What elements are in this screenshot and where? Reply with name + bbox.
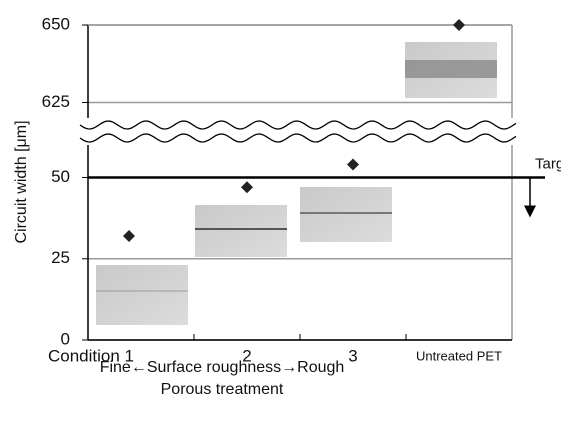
x-tick-label: Condition 1 [48,346,134,365]
axis-break [79,120,517,130]
y-tick-label: 625 [42,92,70,111]
data-point [123,230,135,242]
photo [195,205,287,257]
data-point [453,19,465,31]
axis-break-mask [78,121,518,143]
x-axis-label: Porous treatment [161,381,284,398]
photos [96,42,497,325]
x-tick-label: Untreated PET [416,348,502,363]
y-tick-label: 25 [51,248,70,267]
target-label: Target [535,155,561,172]
y-axis-label: Circuit width [μm] [13,120,30,243]
photo-line [405,60,497,78]
data-point [241,181,253,194]
y-tick-label: 650 [42,14,70,33]
x-tick-label: 2 [242,346,251,365]
y-tick-label: 50 [51,167,70,186]
photo [300,187,392,242]
x-axis-label: Fine←Surface roughness→Rough [100,359,345,376]
photo [96,265,188,325]
target-arrowhead [524,205,536,218]
axis-break [79,133,517,143]
x-tick-label: 3 [348,346,357,365]
y-tick-label: 0 [61,329,70,348]
data-point [347,158,359,171]
